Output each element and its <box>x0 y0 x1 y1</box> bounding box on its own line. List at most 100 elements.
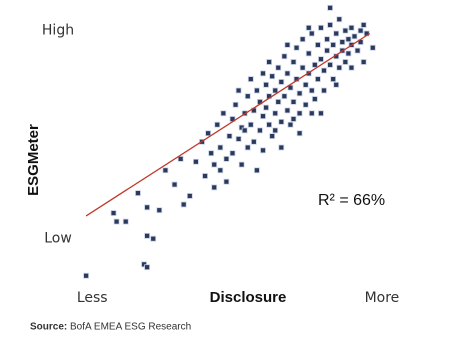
point <box>296 130 303 137</box>
point <box>360 22 367 28</box>
point <box>342 27 349 34</box>
point <box>275 64 282 71</box>
point <box>305 50 312 57</box>
point <box>327 61 334 68</box>
point <box>348 24 355 31</box>
point <box>287 121 294 128</box>
point <box>330 42 337 48</box>
point <box>269 73 276 80</box>
point <box>269 133 276 140</box>
point <box>272 110 279 117</box>
point <box>235 136 242 142</box>
point <box>311 96 318 102</box>
point <box>299 64 306 71</box>
point <box>302 81 309 88</box>
point <box>144 232 151 239</box>
x-tick-label: More <box>365 290 400 306</box>
point <box>257 127 263 134</box>
point <box>360 59 367 65</box>
point <box>144 204 151 211</box>
point <box>308 30 315 37</box>
point <box>348 64 355 71</box>
y-tick-label: High <box>42 23 74 39</box>
point <box>217 167 224 174</box>
point <box>308 110 315 117</box>
point <box>299 36 306 43</box>
point <box>296 90 303 97</box>
point <box>214 121 221 128</box>
point <box>263 104 269 111</box>
point <box>339 39 346 45</box>
point <box>156 207 163 214</box>
point <box>122 218 129 225</box>
point <box>226 133 233 140</box>
point <box>260 147 266 154</box>
point <box>238 161 245 168</box>
point <box>253 167 260 174</box>
point <box>244 93 251 100</box>
point <box>278 144 285 151</box>
point <box>342 59 349 65</box>
point <box>281 93 288 100</box>
point <box>135 190 141 197</box>
y-axis-label: ESGMeter <box>25 124 42 196</box>
point <box>263 81 269 88</box>
point <box>247 76 254 82</box>
point <box>208 150 215 157</box>
point <box>113 218 120 225</box>
point <box>324 36 330 43</box>
point <box>202 173 208 179</box>
point <box>290 116 297 122</box>
point <box>260 113 266 120</box>
point <box>293 44 300 51</box>
point <box>318 24 324 31</box>
point <box>369 44 376 51</box>
point <box>260 70 266 77</box>
point <box>275 99 282 105</box>
y-tick-label: Low <box>44 231 72 247</box>
point <box>321 87 327 94</box>
point <box>83 272 89 279</box>
point <box>144 264 151 271</box>
source: BofA EMEA ESG Research <box>70 322 191 333</box>
point <box>211 161 218 168</box>
point <box>336 64 343 71</box>
point <box>308 87 315 94</box>
point <box>272 127 279 134</box>
point <box>223 155 230 162</box>
point <box>244 144 251 151</box>
point <box>284 70 291 77</box>
point <box>217 144 224 151</box>
point <box>205 130 212 137</box>
point <box>357 27 364 34</box>
point <box>247 121 254 128</box>
point <box>278 118 285 125</box>
point <box>229 150 236 157</box>
point <box>327 22 334 28</box>
point <box>253 87 260 94</box>
point <box>211 184 218 191</box>
source-label: Source: <box>30 322 67 333</box>
point <box>318 56 324 63</box>
point <box>333 81 340 88</box>
point <box>162 167 169 174</box>
trend-line <box>85 32 371 217</box>
point <box>324 47 330 54</box>
x-axis-label: Disclosure <box>210 289 287 306</box>
point <box>281 53 288 60</box>
point <box>351 33 358 40</box>
point <box>327 4 334 11</box>
point <box>311 61 318 68</box>
point <box>220 110 227 117</box>
point <box>314 42 321 48</box>
point <box>290 99 297 105</box>
point <box>305 24 312 31</box>
point <box>290 59 297 65</box>
point <box>345 50 352 57</box>
point <box>232 101 239 108</box>
point <box>284 42 291 48</box>
point <box>330 76 337 82</box>
point <box>278 79 285 85</box>
point <box>110 210 117 216</box>
point <box>150 235 157 242</box>
